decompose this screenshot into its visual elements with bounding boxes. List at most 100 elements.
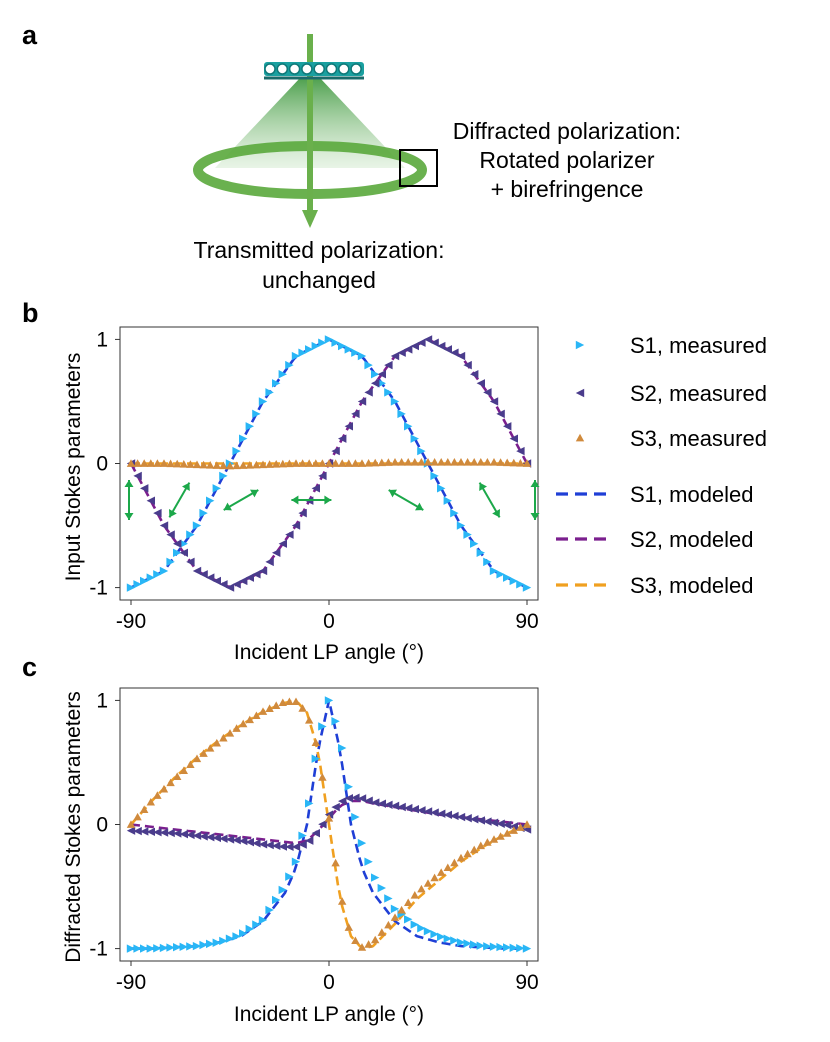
data-point: [503, 820, 512, 830]
data-point: [232, 580, 241, 589]
data-point: [278, 459, 287, 468]
data-point: [285, 360, 294, 370]
data-point: [252, 839, 261, 848]
data-point: [225, 835, 235, 844]
data-point: [575, 388, 585, 398]
data-point: [133, 459, 142, 467]
data-point: [344, 345, 353, 354]
data-point: [522, 459, 532, 467]
legend-item: S3, measured: [575, 426, 767, 451]
data-point: [430, 873, 439, 882]
data-point: [173, 548, 182, 557]
data-point: [470, 815, 479, 824]
data-point: [575, 340, 585, 350]
data-point: [489, 397, 499, 406]
data-point: [311, 738, 320, 746]
data-point: [417, 446, 426, 456]
data-point: [126, 820, 136, 828]
data-point: [318, 338, 327, 347]
data-point: [258, 707, 268, 715]
data-point: [219, 580, 228, 589]
chart-c: -90 0 90 -1 0 1 Incident LP angle (°) Diffrac…: [62, 687, 539, 1026]
data-point: [470, 845, 479, 854]
data-point: [390, 904, 400, 914]
data-point: [311, 484, 320, 493]
data-point: [311, 754, 320, 763]
data-point: [437, 341, 446, 351]
data-point: [338, 341, 347, 351]
legend-label: S1, measured: [630, 333, 767, 358]
data-point: [384, 388, 393, 397]
data-point: [516, 459, 525, 467]
data-point: [291, 521, 301, 530]
series-line: [130, 699, 528, 950]
polarization-arrow: [388, 489, 424, 511]
data-point: [324, 335, 334, 344]
data-point: [450, 458, 459, 466]
data-point: [219, 471, 228, 481]
data-point: [265, 905, 274, 915]
data-point: [430, 929, 439, 939]
data-point: [186, 942, 195, 951]
grating-ridge: [301, 63, 313, 75]
data-point: [463, 813, 472, 823]
diffracted-caption-line1: Diffracted polarization:: [453, 118, 681, 144]
data-point: [305, 459, 314, 467]
data-point: [351, 936, 360, 945]
chart-c-ticks: -90 0 90 -1 0 1: [89, 689, 538, 994]
data-point: [153, 944, 162, 953]
data-point: [430, 471, 439, 481]
data-point: [258, 566, 268, 576]
data-point: [186, 760, 195, 769]
data-point: [318, 773, 327, 781]
data-point: [410, 920, 419, 929]
data-point: [437, 458, 446, 466]
y-tick-label: -1: [89, 938, 108, 961]
data-point: [522, 583, 532, 592]
data-point: [516, 823, 525, 831]
data-point: [456, 351, 466, 361]
data-point: [126, 459, 136, 467]
data-point: [331, 459, 340, 467]
data-point: [377, 928, 386, 936]
transmitted-caption-line2: unchanged: [262, 267, 376, 293]
data-point: [232, 835, 241, 845]
data-point: [463, 939, 472, 948]
data-point: [384, 800, 393, 809]
data-point: [522, 944, 532, 953]
data-point: [456, 458, 466, 466]
data-point: [410, 458, 419, 466]
data-point: [298, 704, 307, 712]
data-point: [179, 766, 188, 775]
data-point: [258, 397, 268, 406]
data-point: [278, 698, 287, 707]
data-point: [489, 942, 499, 951]
data-point: [489, 818, 499, 827]
data-point: [522, 820, 532, 828]
data-point: [417, 458, 426, 466]
data-point: [437, 484, 446, 493]
data-point: [397, 905, 406, 914]
data-point: [509, 434, 518, 443]
data-point: [338, 796, 347, 806]
data-point: [357, 838, 367, 848]
chart-b-xlabel: Incident LP angle (°): [234, 641, 424, 664]
data-point: [377, 458, 386, 467]
zoom-box: [399, 149, 438, 187]
data-point: [410, 341, 419, 351]
data-point: [483, 388, 492, 397]
data-point: [430, 338, 439, 347]
data-point: [443, 345, 452, 354]
diffracted-caption-line2: Rotated polarizer: [479, 147, 654, 173]
data-point: [483, 458, 492, 466]
data-point: [219, 936, 228, 946]
data-point: [291, 842, 301, 852]
data-point: [192, 521, 202, 530]
data-point: [199, 460, 208, 469]
data-point: [245, 461, 254, 469]
chart-b: -90 0 90 -1 0 1 Incident LP angle (°) Input S…: [62, 326, 540, 664]
data-point: [252, 460, 261, 469]
data-point: [212, 738, 221, 747]
grating-ridge: [338, 63, 350, 75]
data-point: [437, 868, 446, 876]
